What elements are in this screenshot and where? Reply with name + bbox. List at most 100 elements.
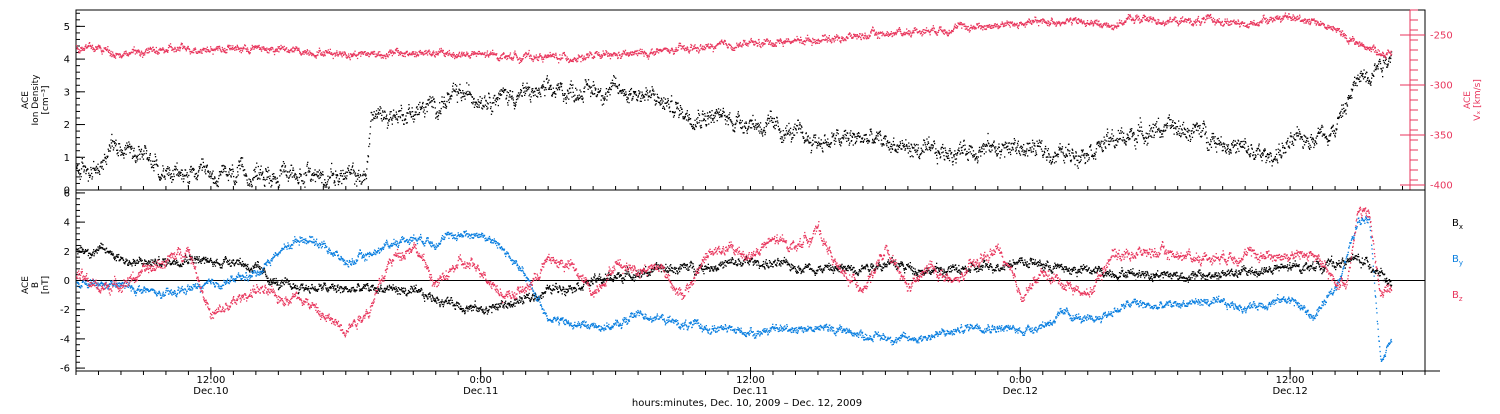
velocity-series-point: [453, 52, 454, 53]
ion-density-series-point: [78, 173, 79, 174]
ion-density-series-point: [678, 117, 679, 118]
ion-density-series-point: [132, 158, 133, 159]
velocity-series-point: [577, 58, 578, 59]
ion-density-series-point: [661, 99, 662, 100]
ion-density-series-point: [303, 173, 304, 174]
ion-density-series-point: [1104, 139, 1105, 140]
velocity-series-point: [170, 43, 171, 44]
velocity-series-point: [413, 51, 414, 52]
velocity-series-point: [107, 46, 108, 47]
ion-density-series-point: [1061, 148, 1062, 149]
ion-density-series-point: [1229, 154, 1230, 155]
velocity-series-point: [88, 45, 89, 46]
ion-density-series-point: [827, 145, 828, 146]
ion-density-series-point: [126, 142, 127, 143]
ion-density-series-point: [681, 109, 682, 110]
ion-density-series-point: [1137, 130, 1138, 131]
velocity-series-point: [624, 51, 625, 52]
ion-density-series-point: [769, 121, 770, 122]
ion-density-series-point: [709, 117, 710, 118]
ion-density-series-point: [102, 161, 103, 162]
ion-density-series-point: [238, 174, 239, 175]
ion-density-series-point: [851, 140, 852, 141]
ion-density-series-point: [449, 102, 450, 103]
ion-density-series-point: [1354, 81, 1355, 82]
ion-density-series-point: [701, 127, 702, 128]
ion-density-series-point: [275, 177, 276, 178]
velocity-series-point: [627, 53, 628, 54]
velocity-series-point: [96, 49, 97, 50]
ion-density-series-point: [1094, 155, 1095, 156]
ion-density-series-point: [1275, 159, 1276, 160]
ion-density-series-point: [951, 157, 952, 158]
ion-density-series-point: [637, 100, 638, 101]
ion-density-series-point: [205, 173, 206, 174]
ion-density-series-point: [688, 119, 689, 120]
ion-density-series-point: [1260, 155, 1261, 156]
velocity-series-point: [167, 52, 168, 53]
ion-density-series-point: [385, 118, 386, 119]
ion-density-series-point: [295, 174, 296, 175]
ion-density-series-point: [176, 162, 177, 163]
ion-density-series-point: [667, 101, 668, 102]
ion-density-series-point: [1270, 153, 1271, 154]
velocity-series-point: [323, 51, 324, 52]
ion-density-series-point: [883, 143, 884, 144]
velocity-series-point: [230, 45, 231, 46]
ion-density-series-point: [412, 107, 413, 108]
ion-density-series-point: [909, 150, 910, 151]
ion-density-series-point: [1134, 145, 1135, 146]
ion-density-series-point: [231, 176, 232, 177]
ion-density-series-point: [843, 135, 844, 136]
ion-density-series-point: [1052, 159, 1053, 160]
ion-density-series-point: [1060, 148, 1061, 149]
ion-density-series-point: [745, 121, 746, 122]
ion-density-series-point: [1313, 147, 1314, 148]
ion-density-series-point: [719, 112, 720, 113]
ion-density-series-point: [697, 117, 698, 118]
ion-density-series-point: [1128, 139, 1129, 140]
ion-density-series-point: [1081, 150, 1082, 151]
ion-density-series-point: [570, 92, 571, 93]
velocity-series-point: [471, 55, 472, 56]
ion-density-series-point: [1346, 104, 1347, 105]
ion-density-series-point: [274, 178, 275, 179]
ion-density-series-point: [904, 144, 905, 145]
ion-density-series-point: [1183, 122, 1184, 123]
ion-density-series-point: [1280, 154, 1281, 155]
ion-density-series-point: [450, 98, 451, 99]
velocity-series-point: [212, 54, 213, 55]
ion-density-series-point: [733, 124, 734, 125]
ion-density-series-point: [881, 143, 882, 144]
ion-density-series-point: [738, 111, 739, 112]
velocity-series-point: [278, 51, 279, 52]
ion-density-series-point: [580, 91, 581, 92]
ion-density-series-point: [1189, 135, 1190, 136]
ion-density-series-point: [797, 125, 798, 126]
ion-density-series-point: [1026, 148, 1027, 149]
ion-density-series-point: [994, 147, 995, 148]
ion-density-series-point: [904, 150, 905, 151]
ion-density-series-point: [417, 109, 418, 110]
velocity-series-point: [337, 55, 338, 56]
ion-density-series-point: [839, 142, 840, 143]
ion-density-series-point: [1231, 143, 1232, 144]
velocity-series-point: [603, 53, 604, 54]
ion-density-series-point: [395, 117, 396, 118]
ion-density-series-point: [471, 102, 472, 103]
velocity-series-point: [244, 48, 245, 49]
velocity-series-point: [529, 56, 530, 57]
ion-density-series-point: [1161, 130, 1162, 131]
ion-density-series-point: [675, 104, 676, 105]
ion-density-series-point: [1015, 147, 1016, 148]
ion-density-series-point: [778, 126, 779, 127]
velocity-series-point: [354, 54, 355, 55]
ion-density-series-point: [307, 162, 308, 163]
ion-density-series-point: [1183, 134, 1184, 135]
ion-density-series-point: [396, 114, 397, 115]
velocity-series-point: [95, 50, 96, 51]
ion-density-series-point: [1021, 148, 1022, 149]
ion-density-series-point: [869, 134, 870, 135]
ion-density-series-point: [1180, 126, 1181, 127]
ion-density-series-point: [202, 158, 203, 159]
